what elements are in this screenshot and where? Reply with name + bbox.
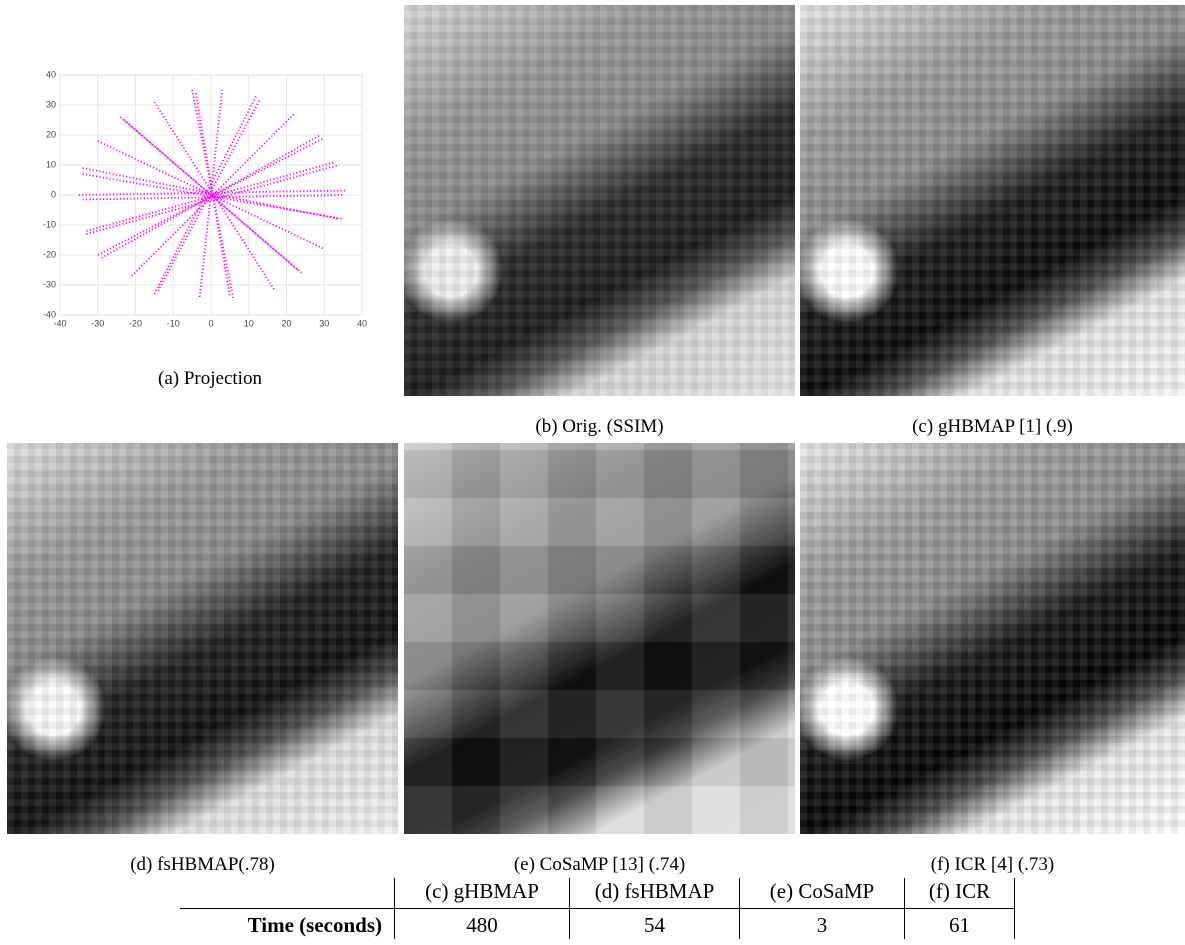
projection-line <box>82 167 340 220</box>
x-tick-label: -30 <box>91 318 104 328</box>
y-tick-label: 20 <box>46 129 56 139</box>
y-tick-label: -20 <box>43 249 56 259</box>
column-header: (d) fsHBMAP <box>569 878 740 909</box>
y-tick-label: 0 <box>51 189 56 199</box>
column-header: (f) ICR <box>904 878 1015 909</box>
y-tick-label: 10 <box>46 159 56 169</box>
x-tick-label: 30 <box>319 318 329 328</box>
caption: (b) Orig. (SSIM) <box>535 416 664 437</box>
timing-table: (c) gHBMAP (d) fsHBMAP (e) CoSaMP (f) IC… <box>180 878 1015 939</box>
y-tick-label: -30 <box>43 279 56 289</box>
x-tick-label: 40 <box>357 318 367 328</box>
image <box>404 5 795 396</box>
caption: (c) gHBMAP [1] (.9) <box>912 416 1073 437</box>
x-tick-label: 20 <box>281 318 291 328</box>
caption: (a) Projection <box>158 368 262 389</box>
y-tick-label: -40 <box>43 309 56 319</box>
row-label: Time (seconds) <box>180 908 395 939</box>
x-tick-label: -10 <box>167 318 180 328</box>
projection-plot: -40 -30 -20 -10 0 10 20 30 40 -40 -30 -20 -10 0 10 20 30… <box>43 69 367 328</box>
cell: 54 <box>569 908 740 939</box>
projection-line <box>131 113 295 277</box>
caption: (d) fsHBMAP(.78) <box>130 854 275 875</box>
image <box>800 5 1185 396</box>
cell: 61 <box>904 908 1015 939</box>
y-tick-label: 40 <box>46 69 56 79</box>
caption: (f) ICR [4] (.73) <box>930 854 1055 875</box>
x-tick-label: 0 <box>208 318 213 328</box>
image <box>800 443 1185 834</box>
caption: (e) CoSaMP [13] (.74) <box>513 854 686 875</box>
image <box>404 443 795 834</box>
projection-line <box>86 164 340 235</box>
projection-line <box>123 119 299 271</box>
projection-line <box>78 189 347 196</box>
projection-line <box>101 134 321 259</box>
projection-line <box>195 92 231 298</box>
column-header: (c) gHBMAP <box>394 878 570 909</box>
cell: 3 <box>739 908 905 939</box>
x-tick-label: -20 <box>129 318 142 328</box>
column-header: (e) CoSaMP <box>739 878 905 909</box>
image <box>7 443 398 834</box>
y-tick-label: 30 <box>46 99 56 109</box>
projection-line <box>198 89 224 298</box>
x-tick-label: -40 <box>53 318 66 328</box>
projection-line <box>97 140 325 250</box>
x-tick-label: 10 <box>244 318 254 328</box>
cell: 480 <box>394 908 570 939</box>
projection-line <box>157 98 261 292</box>
y-tick-label: -10 <box>43 219 56 229</box>
